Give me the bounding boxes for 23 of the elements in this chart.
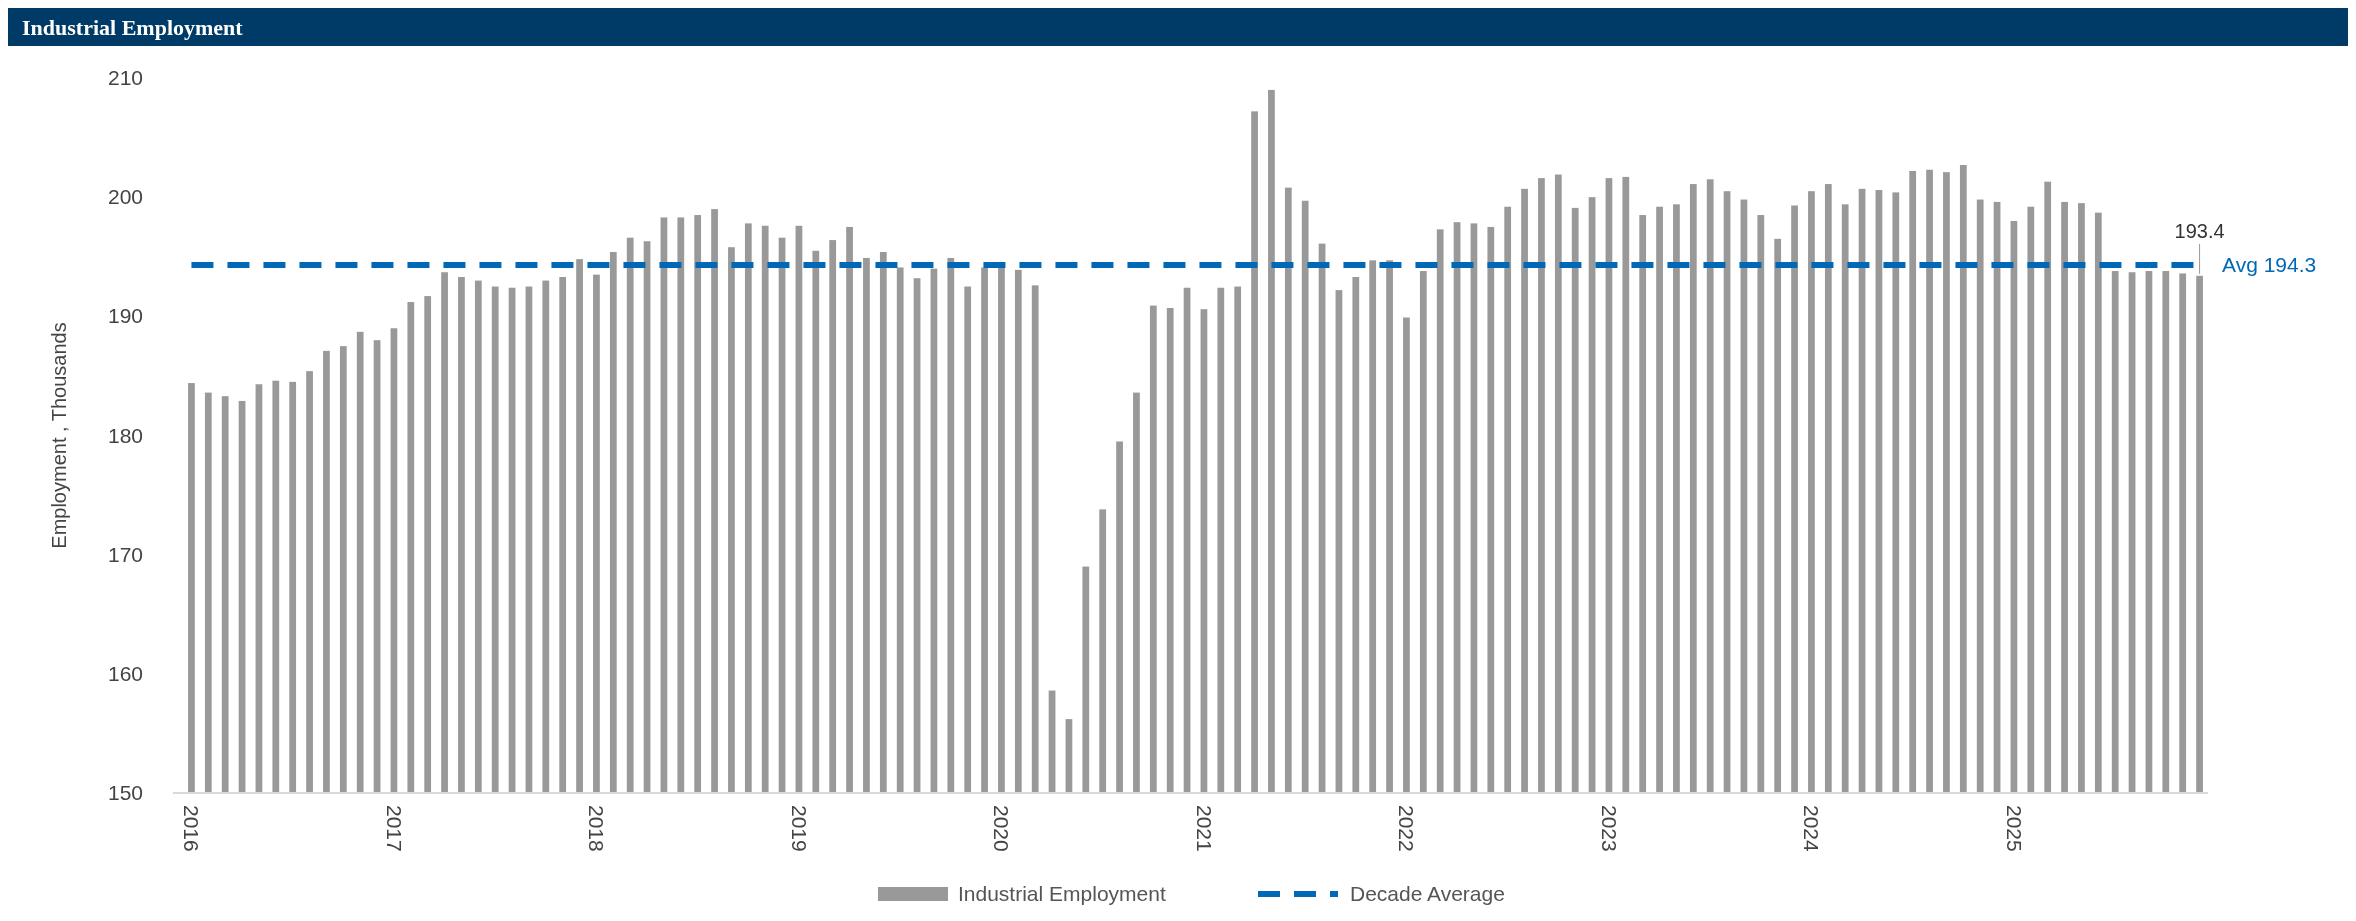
x-tick-label: 2023	[1597, 805, 1621, 852]
x-tick-label: 2018	[585, 805, 609, 852]
legend-label: Industrial Employment	[958, 882, 1166, 905]
x-tick-label: 2024	[1800, 805, 1824, 853]
x-tick-label: 2019	[787, 805, 811, 852]
x-tick-label: 2016	[180, 805, 204, 852]
y-tick-label: 200	[107, 185, 143, 209]
x-tick-label: 2021	[1192, 805, 1216, 852]
y-tick-label: 150	[107, 781, 143, 804]
text: Avg 194.3	[2222, 253, 2317, 277]
x-tick-label: 2017	[382, 805, 406, 852]
y-tick-label: 180	[107, 423, 143, 447]
legend-label: Decade Average	[1350, 882, 1505, 905]
y-tick-label: 160	[107, 661, 143, 685]
data-label: 193.4	[2174, 219, 2225, 242]
x-tick-label: 2025	[2002, 805, 2026, 852]
x-tick-label: 2022	[1395, 805, 1419, 852]
y-tick-label: 190	[107, 304, 143, 328]
y-tick-label: 210	[107, 66, 143, 89]
y-axis-title: Employment , Thousands	[48, 322, 70, 549]
x-tick-label: 2020	[990, 805, 1014, 852]
y-tick-label: 170	[107, 542, 143, 566]
chart-title: Industrial Employment	[22, 15, 244, 40]
